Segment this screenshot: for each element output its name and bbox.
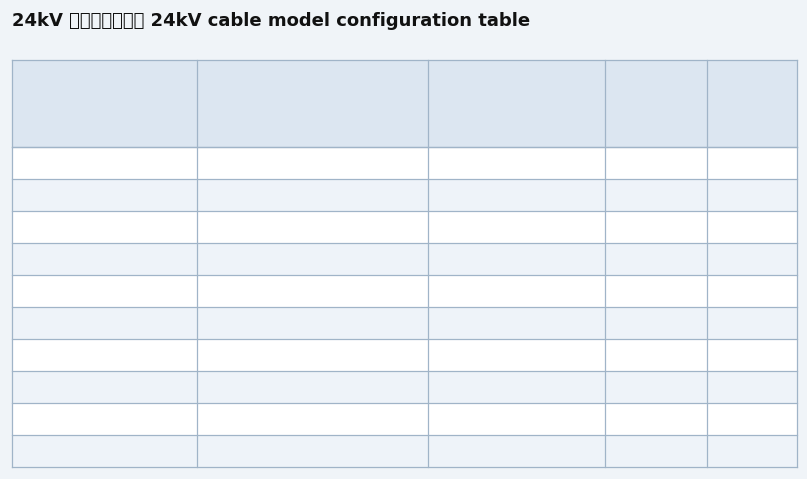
Text: 18.6: 18.6	[503, 157, 530, 170]
Text: 21: 21	[508, 221, 525, 234]
Text: 50: 50	[304, 189, 320, 202]
Text: 12/20: 12/20	[638, 317, 674, 330]
Text: 22.6: 22.6	[503, 253, 530, 266]
Text: 70: 70	[304, 221, 320, 234]
Text: B: B	[748, 221, 756, 234]
Text: 12/20: 12/20	[638, 445, 674, 457]
Text: B: B	[748, 189, 756, 202]
Text: 电缆绣缘层外径
Cable insulation outer
diameter(mm): 电缆绣缘层外径 Cable insulation outer diameter(…	[454, 86, 579, 122]
Text: 24kV 电缆型号配置表 24kV cable model configuration table: 24kV 电缆型号配置表 24kV cable model configurat…	[12, 12, 530, 30]
Text: QJT−24/630−400: QJT−24/630−400	[49, 445, 159, 457]
Text: 24.2: 24.2	[503, 285, 530, 298]
Text: 12/20: 12/20	[638, 381, 674, 394]
Text: QJT−24/630−240: QJT−24/630−240	[49, 381, 159, 394]
Text: 19.6: 19.6	[503, 189, 530, 202]
Text: QJT−24/630−70: QJT−24/630−70	[53, 221, 156, 234]
Text: 电缆型号
Cable model: 电缆型号 Cable model	[621, 92, 692, 115]
Text: D: D	[747, 381, 757, 394]
Text: 12/20: 12/20	[638, 253, 674, 266]
Text: E: E	[748, 412, 756, 425]
Text: 产品型号 Product model: 产品型号 Product model	[48, 99, 161, 109]
Text: 240: 240	[300, 381, 324, 394]
Text: QJT−24/630−50: QJT−24/630−50	[53, 189, 156, 202]
Text: 12/20: 12/20	[638, 349, 674, 362]
Text: C: C	[748, 285, 756, 298]
Text: 31.1: 31.1	[503, 412, 530, 425]
Text: QJT−24/630−120: QJT−24/630−120	[49, 285, 159, 298]
Text: 300: 300	[300, 412, 324, 425]
Text: D: D	[747, 349, 757, 362]
Text: B: B	[748, 157, 756, 170]
Text: 25.6: 25.6	[503, 317, 530, 330]
Text: QJT−24/630−95: QJT−24/630−95	[53, 253, 155, 266]
Text: 150: 150	[300, 317, 324, 330]
Text: 95: 95	[304, 253, 320, 266]
Text: QJT−24/630−35: QJT−24/630−35	[53, 157, 155, 170]
Text: E: E	[748, 445, 756, 457]
Text: 多股线芯绞成同心的
电缆截面积 Concentric strands
of multiple strands
Cable cross-section(mm²): 多股线芯绞成同心的 电缆截面积 Concentric strands of mu…	[240, 80, 386, 128]
Text: 28.7: 28.7	[503, 381, 530, 394]
Text: C: C	[748, 253, 756, 266]
Text: QJT−24/630−150: QJT−24/630−150	[49, 317, 159, 330]
Text: 27.2: 27.2	[503, 349, 530, 362]
Text: 12/20: 12/20	[638, 157, 674, 170]
Text: 400: 400	[300, 445, 324, 457]
Text: 12/20: 12/20	[638, 285, 674, 298]
Text: 12/20: 12/20	[638, 221, 674, 234]
Text: QJT−24/630−300: QJT−24/630−300	[49, 412, 159, 425]
Text: 33.2: 33.2	[503, 445, 530, 457]
Text: 35: 35	[304, 157, 320, 170]
Text: QJT−24/630−185: QJT−24/630−185	[49, 349, 159, 362]
Text: 12/20: 12/20	[638, 189, 674, 202]
Text: 12/20: 12/20	[638, 412, 674, 425]
Text: 对应代号
Corresponding
code: 对应代号 Corresponding code	[710, 86, 794, 122]
Text: 120: 120	[300, 285, 324, 298]
Text: C: C	[748, 317, 756, 330]
Text: 185: 185	[300, 349, 324, 362]
